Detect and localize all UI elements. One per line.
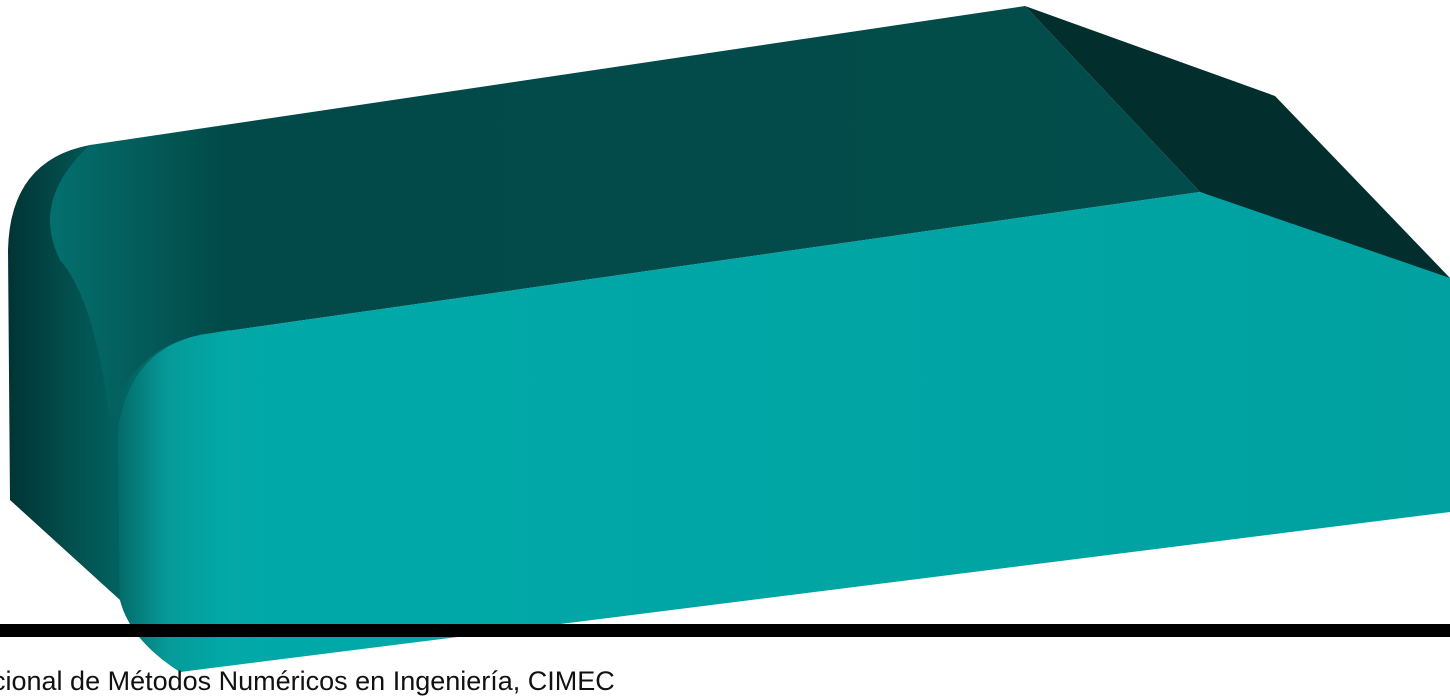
footer-caption: cional de Métodos Numéricos en Ingenierí… <box>0 666 615 696</box>
block-front-curve <box>118 330 230 672</box>
block-bevel-face <box>1025 6 1450 286</box>
block-top-face <box>50 6 1200 420</box>
divider-rule <box>0 624 1450 637</box>
block-side-face <box>118 192 1450 672</box>
